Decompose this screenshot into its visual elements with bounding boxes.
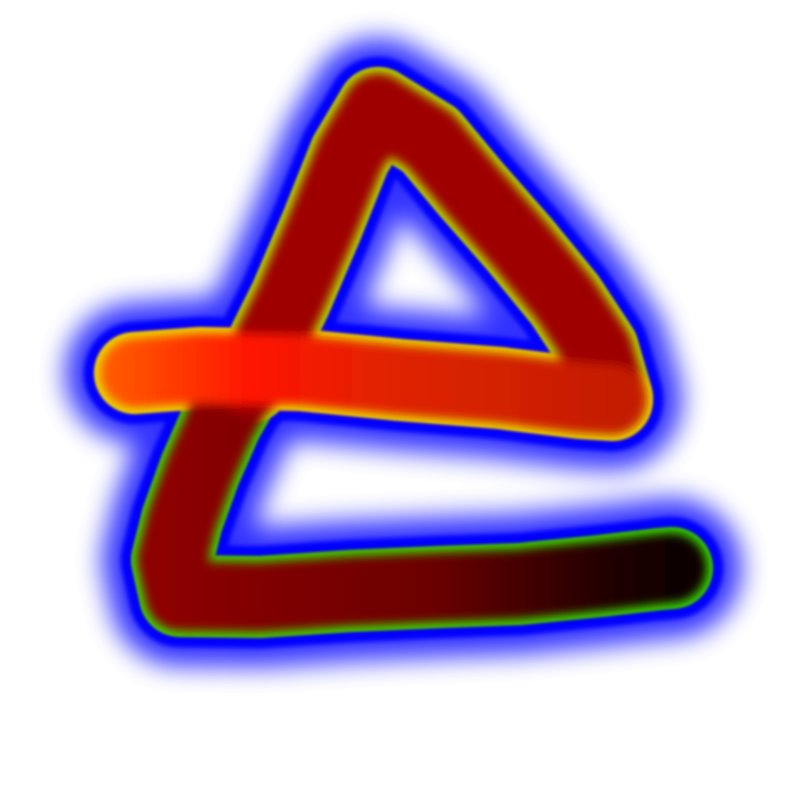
core-bar (100, 333, 647, 435)
core-layer (100, 73, 707, 632)
core-triangle (215, 73, 647, 433)
core-base (137, 357, 707, 632)
